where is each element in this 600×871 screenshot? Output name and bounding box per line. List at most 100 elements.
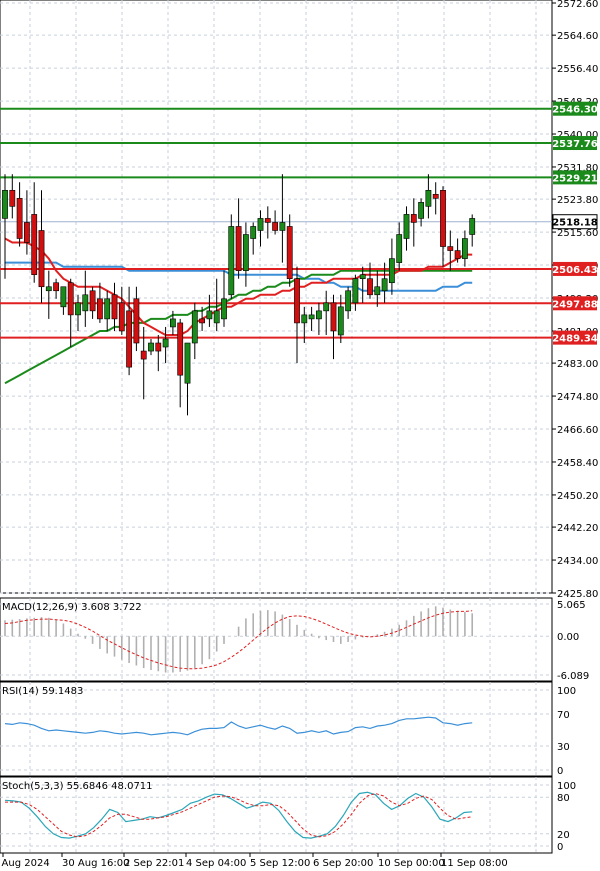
price-tick-label: 2425.80 <box>557 589 598 600</box>
stoch-tick-label: 80 <box>557 793 570 804</box>
stoch-tick-label: 20 <box>557 830 570 841</box>
candle-body <box>432 194 439 199</box>
price-tick-label: 2434.00 <box>557 556 598 567</box>
time-tick-label: 2 Sep 22:01 <box>124 858 184 869</box>
candle-body <box>184 342 191 384</box>
stoch-k-line <box>4 791 473 839</box>
macd-histogram <box>4 606 474 673</box>
price-tick-label: 2458.40 <box>557 458 598 469</box>
candle-body <box>330 302 337 332</box>
candle-body <box>461 238 468 259</box>
candle-body <box>315 310 322 320</box>
candle-body <box>447 246 454 251</box>
candle-body <box>228 226 235 296</box>
price-tick-label: 2483.00 <box>557 359 598 370</box>
candle-body <box>82 294 89 312</box>
stoch-tick-label: 0 <box>557 842 563 853</box>
candle-body <box>155 342 162 352</box>
current-price-label: 2518.18 <box>552 218 598 229</box>
level-tag-label: 2497.88 <box>552 299 598 310</box>
candle-body <box>250 226 257 239</box>
candle-body <box>235 226 242 271</box>
candle-body <box>264 218 271 223</box>
candle-body <box>337 306 344 336</box>
rsi-tick-label: 30 <box>557 742 570 753</box>
price-tick-label: 2442.20 <box>557 523 598 534</box>
level-tag-bg <box>553 136 597 151</box>
rsi-line <box>4 716 473 736</box>
candle-body <box>2 189 8 219</box>
candle-body <box>469 218 476 235</box>
candle-body <box>45 286 52 292</box>
candle-body <box>352 278 359 304</box>
level-tag-bg <box>553 170 597 185</box>
time-tick-label: 4 Sep 04:00 <box>186 858 246 869</box>
level-tag-bg <box>553 261 597 276</box>
candle-body <box>97 298 103 320</box>
stoch-label: Stoch(5,3,3) 55.6846 48.0711 <box>2 781 153 792</box>
time-tick-label: 10 Sep 00:00 <box>378 858 445 869</box>
price-panel: 2572.602564.602556.402548.202540.002531.… <box>0 0 598 600</box>
rsi-tick-label: 100 <box>557 686 576 697</box>
candle-body <box>177 322 184 376</box>
level-tags: 2546.30 2537.76 2529.21 2506.43 2497.88 2489.… <box>552 101 598 345</box>
candle-body <box>359 274 366 280</box>
level-tag-label: 2529.21 <box>552 173 598 184</box>
candle-body <box>118 302 125 332</box>
level-tag-label: 2489.34 <box>552 334 598 345</box>
candle-body <box>396 234 403 263</box>
candle-body <box>323 302 330 312</box>
candle-body <box>148 342 154 352</box>
candle-body <box>133 298 140 344</box>
candle-body <box>367 278 373 296</box>
candle-body <box>388 258 395 284</box>
price-tick-label: 2564.60 <box>557 31 598 42</box>
candle-body <box>243 234 249 271</box>
rsi-panel: 100 70 30 0 RSI(14) 59.1483 <box>0 681 576 777</box>
level-tag-label: 2537.76 <box>552 139 598 150</box>
candle-body <box>221 298 227 320</box>
price-tick-label: 2531.80 <box>557 163 598 174</box>
candle-body <box>89 290 96 312</box>
price-tick-label: 2515.60 <box>557 228 598 239</box>
rsi-tick-label: 0 <box>557 766 563 777</box>
level-tag-bg <box>553 296 597 311</box>
candle-body <box>206 310 213 320</box>
candle-body <box>67 282 74 316</box>
macd-tick-label: -6.089 <box>557 671 589 682</box>
macd-tick-label: 0.00 <box>557 632 579 643</box>
rsi-line <box>4 716 473 736</box>
candle-body <box>345 290 351 312</box>
rsi-axis: 100 70 30 0 <box>557 686 576 777</box>
level-tag-label: 2546.30 <box>552 105 598 116</box>
price-tick-label: 2540.00 <box>557 130 598 141</box>
candle-body <box>140 350 147 360</box>
candle-body <box>104 298 111 320</box>
candle-body <box>75 302 81 316</box>
candle-body <box>257 218 264 231</box>
stoch-d-line <box>5 792 473 838</box>
macd-label: MACD(12,26,9) 3.608 3.722 <box>2 602 142 613</box>
candle-body <box>16 198 23 239</box>
candle-body <box>454 250 461 259</box>
candle-body <box>403 214 410 239</box>
candle-body <box>410 214 417 223</box>
stoch-tick-label: 100 <box>557 781 576 792</box>
candle-body <box>294 278 300 324</box>
time-tick-label: 11 Sep 08:00 <box>441 858 508 869</box>
level-tag-label: 2506.43 <box>552 265 598 276</box>
rsi-grid <box>0 682 552 776</box>
candle-body <box>272 222 278 231</box>
candle-body <box>199 318 205 324</box>
candle-body <box>53 282 59 292</box>
price-tick-label: 2572.60 <box>557 0 598 10</box>
candle-body <box>23 222 30 243</box>
time-tick-label: 5 Sep 12:00 <box>250 858 310 869</box>
candle-body <box>170 318 176 328</box>
candles <box>2 174 476 416</box>
time-tick-label: 6 Sep 20:00 <box>313 858 373 869</box>
time-tick-label: 30 Aug 16:00 <box>62 858 129 869</box>
rsi-label: RSI(14) 59.1483 <box>2 686 83 697</box>
